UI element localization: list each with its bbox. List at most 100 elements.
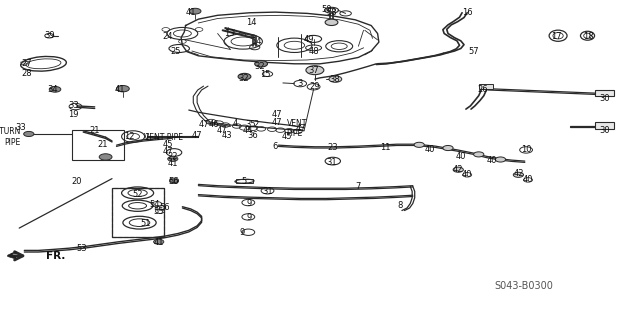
Text: 46: 46 (209, 120, 220, 129)
Text: 29: 29 (310, 82, 320, 91)
Circle shape (325, 19, 338, 26)
Text: 31: 31 (262, 187, 273, 196)
Circle shape (495, 157, 506, 162)
Text: 49: 49 (304, 35, 314, 44)
Text: 5: 5 (242, 177, 247, 186)
Text: 19: 19 (68, 110, 79, 119)
Bar (72, 130, 124, 160)
Circle shape (170, 179, 179, 183)
Text: 11: 11 (380, 143, 390, 152)
Text: 20: 20 (72, 177, 82, 186)
Circle shape (255, 61, 268, 67)
Text: 51: 51 (141, 219, 151, 228)
Text: 36: 36 (248, 131, 258, 140)
Text: RETURN
PIPE: RETURN PIPE (0, 128, 20, 147)
Circle shape (329, 76, 342, 82)
Text: 47: 47 (271, 110, 282, 119)
Text: 58: 58 (326, 8, 337, 17)
Text: 37: 37 (308, 66, 319, 75)
Text: 14: 14 (251, 37, 261, 46)
Text: 47: 47 (271, 118, 282, 127)
Text: 33: 33 (68, 101, 79, 110)
Bar (112, 188, 164, 237)
Text: 16: 16 (462, 8, 472, 17)
Text: S043-B0300: S043-B0300 (494, 281, 553, 292)
Bar (236, 179, 253, 183)
Text: 8: 8 (397, 201, 403, 210)
Text: FR.: FR. (46, 251, 65, 261)
Text: 4: 4 (233, 119, 238, 128)
Bar (595, 90, 614, 96)
Text: 57: 57 (468, 47, 479, 56)
Text: 21: 21 (90, 126, 100, 135)
Text: 44: 44 (243, 126, 253, 135)
Text: 43: 43 (222, 131, 232, 140)
Text: 40: 40 (523, 175, 533, 184)
Text: 18: 18 (584, 32, 594, 41)
Text: 22: 22 (168, 152, 178, 161)
Text: 40: 40 (456, 152, 466, 161)
Text: 56: 56 (160, 203, 170, 212)
Text: 1: 1 (145, 133, 150, 142)
Text: 32: 32 (254, 62, 264, 71)
Text: 40: 40 (462, 170, 472, 179)
Text: 7: 7 (356, 182, 361, 191)
Bar (112, 188, 164, 237)
Text: 24: 24 (163, 32, 173, 41)
Bar (479, 84, 493, 89)
Circle shape (24, 131, 34, 137)
Text: 21: 21 (97, 140, 108, 149)
Text: 31: 31 (326, 158, 337, 167)
Text: 41: 41 (186, 8, 196, 17)
Text: 39: 39 (45, 31, 55, 40)
Text: 30: 30 (600, 126, 610, 135)
Text: 41: 41 (154, 238, 164, 247)
Circle shape (453, 167, 463, 172)
Text: 40: 40 (486, 156, 497, 165)
Text: 25: 25 (171, 47, 181, 56)
Text: VENT PIPE: VENT PIPE (144, 133, 183, 142)
Text: 14: 14 (246, 18, 256, 27)
Text: 53: 53 (77, 244, 87, 253)
Text: 47: 47 (296, 124, 306, 133)
Circle shape (49, 86, 61, 92)
Text: 56: 56 (169, 177, 179, 186)
Text: VENT
PIPE: VENT PIPE (287, 119, 307, 138)
Text: 41: 41 (168, 159, 178, 168)
Text: 12: 12 (124, 132, 134, 141)
Text: 50: 50 (321, 5, 332, 14)
Text: 48: 48 (308, 47, 319, 56)
Circle shape (474, 152, 484, 157)
Circle shape (189, 8, 201, 14)
Text: 6: 6 (273, 142, 278, 151)
Circle shape (306, 66, 324, 75)
Text: 38: 38 (330, 75, 340, 84)
Circle shape (99, 154, 112, 160)
Text: 47: 47 (163, 147, 173, 156)
Circle shape (154, 239, 164, 244)
Text: 42: 42 (452, 165, 463, 174)
Text: 55: 55 (154, 207, 164, 216)
Text: 32: 32 (238, 74, 248, 83)
Text: 10: 10 (521, 145, 531, 154)
Text: 17: 17 (552, 32, 562, 41)
Circle shape (414, 142, 424, 147)
Text: 26: 26 (478, 85, 488, 94)
Text: 15: 15 (260, 70, 271, 79)
Text: 30: 30 (600, 94, 610, 103)
Circle shape (513, 172, 524, 177)
Circle shape (168, 156, 178, 161)
Polygon shape (8, 251, 16, 259)
Text: 52: 52 (132, 190, 143, 199)
Circle shape (238, 73, 251, 80)
Text: 54: 54 (150, 200, 160, 209)
Text: 47: 47 (198, 120, 209, 129)
Text: 45: 45 (163, 140, 173, 149)
Text: 45: 45 (282, 132, 292, 141)
Circle shape (116, 85, 129, 92)
Text: 13: 13 (224, 29, 234, 38)
Bar (595, 122, 614, 129)
Text: 40: 40 (425, 145, 435, 154)
Text: 47: 47 (216, 126, 227, 135)
Text: 34: 34 (47, 85, 58, 94)
